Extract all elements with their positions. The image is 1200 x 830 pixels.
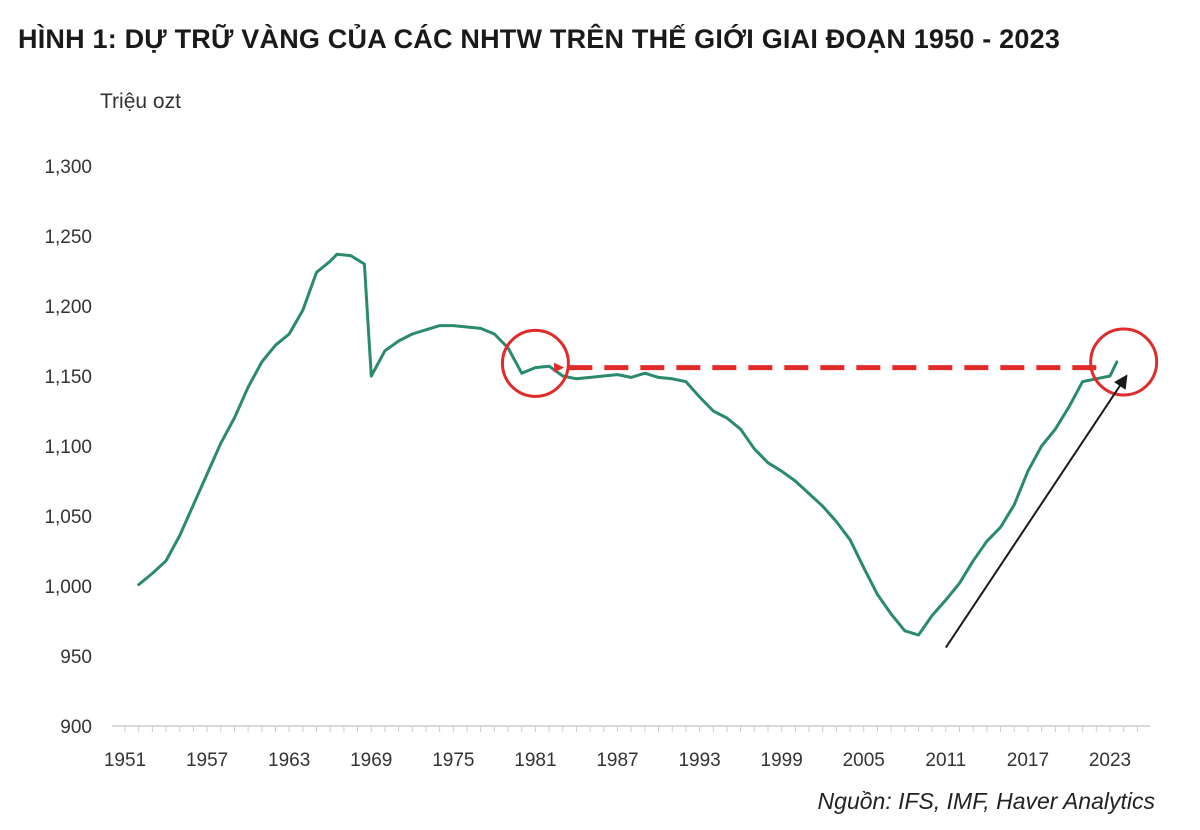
highlight-circle: [1089, 327, 1159, 397]
y-tick-label: 950: [60, 647, 92, 668]
annotations-group: [500, 327, 1159, 649]
series-group: [137, 252, 1119, 637]
x-tick-label: 1957: [186, 750, 228, 771]
y-tick-label: 1,050: [44, 507, 92, 528]
y-tick-label: 1,200: [44, 297, 92, 318]
x-tick-label: 2023: [1089, 750, 1131, 771]
y-tick-label: 1,000: [44, 577, 92, 598]
x-tick-label: 1999: [761, 750, 803, 771]
x-tick-label: 2017: [1007, 750, 1049, 771]
x-tick-label: 1951: [104, 750, 146, 771]
x-tick-label: 2005: [843, 750, 885, 771]
trend-arrow: [945, 374, 1128, 649]
x-tick-label: 1969: [350, 750, 392, 771]
source-note: Nguồn: IFS, IMF, Haver Analytics: [817, 788, 1155, 814]
x-tick-label: 1987: [596, 750, 638, 771]
chart-title: HÌNH 1: DỰ TRỮ VÀNG CỦA CÁC NHTW TRÊN TH…: [18, 24, 1061, 54]
y-tick-label: 1,150: [44, 367, 92, 388]
y-tick-label: 1,100: [44, 437, 92, 458]
x-tick-label: 2011: [925, 750, 966, 771]
y-axis-label: Triệu ozt: [100, 90, 181, 113]
y-tick-label: 1,250: [44, 227, 92, 248]
y-tick-labels: 900 950 1,000 1,050 1,100 1,150 1,200 1,250 1,30…: [44, 157, 92, 738]
x-tick-label: 1981: [514, 750, 556, 771]
x-tick-label: 1963: [268, 750, 310, 771]
x-tick-label: 1993: [678, 750, 720, 771]
x-axis: 1951 1957 1963 1969 1975 1981 1987 1993 1999 2005…: [104, 725, 1150, 771]
y-tick-label: 900: [60, 717, 92, 738]
highlight-circle: [500, 328, 570, 398]
x-tick-label: 1975: [432, 750, 474, 771]
y-tick-label: 1,300: [44, 157, 92, 178]
series-line: [137, 252, 1119, 637]
